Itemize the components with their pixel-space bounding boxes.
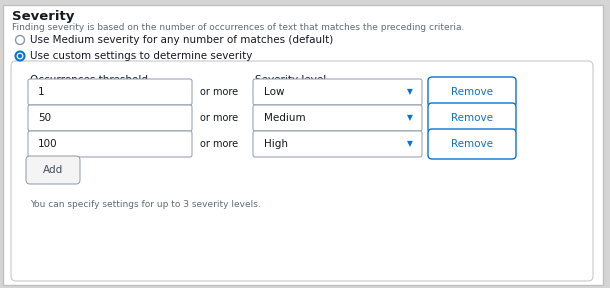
Text: Medium: Medium	[264, 113, 306, 123]
Text: Severity: Severity	[12, 10, 74, 23]
Text: 50: 50	[38, 113, 51, 123]
Text: Remove: Remove	[451, 87, 493, 97]
Text: or more: or more	[200, 139, 238, 149]
FancyBboxPatch shape	[28, 105, 192, 131]
Text: or more: or more	[200, 113, 238, 123]
FancyBboxPatch shape	[11, 61, 593, 281]
Text: Use custom settings to determine severity: Use custom settings to determine severit…	[30, 51, 253, 61]
FancyBboxPatch shape	[253, 131, 422, 157]
FancyBboxPatch shape	[26, 156, 80, 184]
FancyBboxPatch shape	[428, 103, 516, 133]
Text: ▼: ▼	[407, 88, 413, 96]
Text: Remove: Remove	[451, 139, 493, 149]
Text: 1: 1	[38, 87, 45, 97]
FancyBboxPatch shape	[28, 131, 192, 157]
Text: Low: Low	[264, 87, 284, 97]
Text: ▼: ▼	[407, 113, 413, 122]
Text: Remove: Remove	[451, 113, 493, 123]
Circle shape	[18, 54, 22, 58]
Text: High: High	[264, 139, 288, 149]
Text: Add: Add	[43, 165, 63, 175]
Text: 100: 100	[38, 139, 57, 149]
Text: You can specify settings for up to 3 severity levels.: You can specify settings for up to 3 sev…	[30, 200, 260, 209]
Text: or more: or more	[200, 87, 238, 97]
Text: ▼: ▼	[407, 139, 413, 149]
Text: Finding severity is based on the number of occurrences of text that matches the : Finding severity is based on the number …	[12, 23, 464, 32]
FancyBboxPatch shape	[28, 79, 192, 105]
FancyBboxPatch shape	[428, 129, 516, 159]
Circle shape	[15, 52, 24, 60]
FancyBboxPatch shape	[3, 5, 603, 285]
Text: Severity level: Severity level	[255, 75, 326, 85]
Circle shape	[15, 35, 24, 45]
Text: Use Medium severity for any number of matches (default): Use Medium severity for any number of ma…	[30, 35, 333, 45]
FancyBboxPatch shape	[428, 77, 516, 107]
FancyBboxPatch shape	[253, 79, 422, 105]
FancyBboxPatch shape	[253, 105, 422, 131]
Text: Occurrences threshold: Occurrences threshold	[30, 75, 148, 85]
